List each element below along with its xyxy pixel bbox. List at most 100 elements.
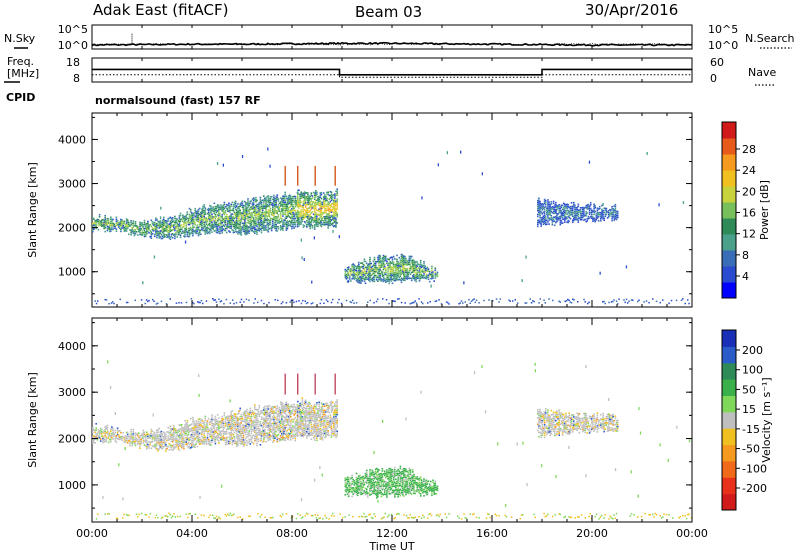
data-cell xyxy=(252,223,255,225)
data-cell xyxy=(596,213,599,215)
data-cell xyxy=(565,216,567,218)
data-cell xyxy=(313,212,316,214)
data-cell xyxy=(204,428,207,430)
data-cell xyxy=(236,209,238,211)
data-cell xyxy=(198,441,201,443)
data-cell xyxy=(396,278,398,281)
data-cell xyxy=(613,217,616,219)
data-cell xyxy=(215,221,218,224)
data-cell xyxy=(218,222,220,225)
data-cell xyxy=(603,219,605,221)
data-cell xyxy=(151,438,154,441)
data-cell xyxy=(106,227,109,230)
data-cell xyxy=(239,409,241,412)
data-cell xyxy=(131,438,133,441)
ground-cell xyxy=(438,299,440,301)
data-cell xyxy=(155,231,157,233)
data-cell xyxy=(250,424,253,426)
data-cell xyxy=(324,216,326,218)
data-cell xyxy=(277,226,280,228)
data-cell xyxy=(540,217,542,219)
data-cell xyxy=(328,216,331,218)
data-cell xyxy=(373,266,376,269)
data-cell xyxy=(206,230,209,233)
data-cell xyxy=(256,231,258,234)
data-cell xyxy=(151,233,154,235)
data-cell xyxy=(138,436,140,439)
data-cell xyxy=(370,268,372,271)
data-cell xyxy=(179,436,182,439)
data-cell xyxy=(273,410,275,413)
data-cell xyxy=(188,215,191,218)
data-cell xyxy=(193,220,195,222)
data-cell xyxy=(281,220,283,222)
data-cell xyxy=(214,217,217,220)
ground-cell xyxy=(655,300,658,303)
ground-cell xyxy=(147,300,149,303)
data-cell xyxy=(180,436,183,439)
data-cell xyxy=(580,207,583,209)
data-cell xyxy=(293,219,295,221)
data-cell xyxy=(282,203,284,205)
data-cell xyxy=(134,438,137,440)
data-cell xyxy=(218,212,220,215)
data-cell xyxy=(247,214,249,216)
data-cell xyxy=(218,230,220,233)
data-cell xyxy=(220,226,222,228)
data-cell xyxy=(395,267,397,270)
data-cell xyxy=(149,230,151,232)
data-cell xyxy=(577,217,580,219)
data-cell xyxy=(266,409,268,412)
data-cell xyxy=(240,220,243,222)
data-cell xyxy=(155,229,157,231)
data-cell xyxy=(179,434,182,437)
data-cell xyxy=(126,437,129,440)
data-cell xyxy=(117,226,120,228)
data-cell xyxy=(260,435,263,437)
data-cell xyxy=(195,422,198,424)
ground-cell xyxy=(127,301,129,304)
data-cell xyxy=(237,427,239,430)
data-cell xyxy=(126,433,129,436)
data-cell xyxy=(569,205,572,208)
data-cell xyxy=(242,439,245,441)
data-cell xyxy=(385,271,387,274)
data-cell xyxy=(252,421,255,424)
data-cell xyxy=(232,415,235,417)
data-cell xyxy=(298,203,300,205)
sparse-cell xyxy=(561,211,563,215)
data-cell xyxy=(611,207,613,210)
data-cell xyxy=(256,436,258,438)
data-cell xyxy=(431,271,433,274)
data-cell xyxy=(334,205,336,207)
data-cell xyxy=(367,278,369,280)
data-cell xyxy=(252,221,255,223)
data-cell xyxy=(160,233,163,236)
data-cell xyxy=(328,212,331,214)
data-cell xyxy=(188,217,191,220)
data-cell xyxy=(221,417,223,420)
ground-cell xyxy=(645,300,648,302)
data-cell xyxy=(568,216,571,219)
data-cell xyxy=(211,207,213,210)
data-cell xyxy=(224,431,227,433)
data-cell xyxy=(248,226,250,228)
data-cell xyxy=(299,193,301,196)
data-cell xyxy=(240,432,243,435)
data-cell xyxy=(257,229,259,231)
data-cell xyxy=(178,225,181,227)
data-cell xyxy=(159,431,162,433)
data-cell xyxy=(547,211,549,213)
data-cell xyxy=(214,205,217,208)
data-cell xyxy=(328,204,331,206)
data-cell xyxy=(614,203,617,206)
data-cell xyxy=(267,435,270,437)
data-cell xyxy=(369,280,371,283)
data-cell xyxy=(255,417,257,419)
data-cell xyxy=(254,431,256,433)
data-cell xyxy=(303,199,306,201)
data-cell xyxy=(220,430,222,433)
data-cell xyxy=(230,415,232,417)
data-cell xyxy=(300,197,302,199)
data-cell xyxy=(232,425,235,428)
